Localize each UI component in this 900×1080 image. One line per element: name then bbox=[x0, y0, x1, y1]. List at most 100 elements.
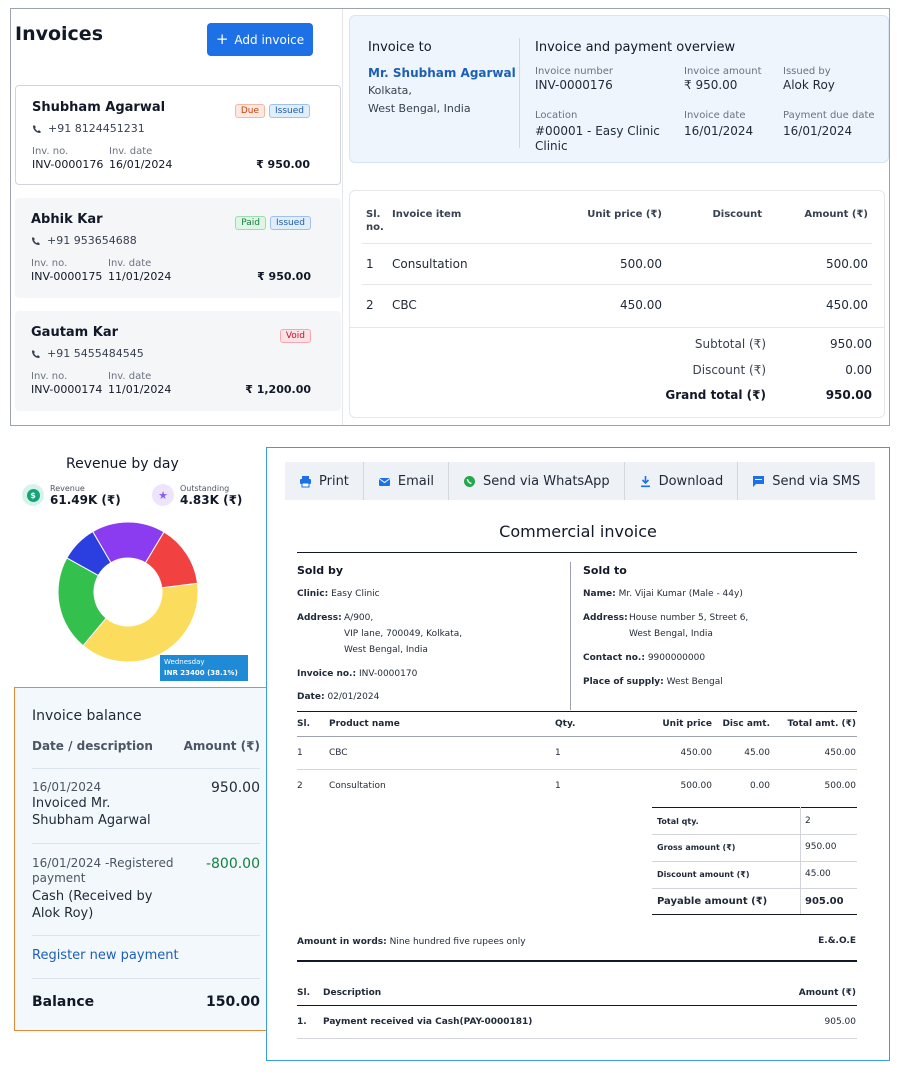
printer-icon bbox=[300, 475, 311, 487]
divider bbox=[32, 843, 260, 844]
invoice-amount-label: Invoice amount bbox=[684, 66, 762, 77]
row-divider bbox=[362, 284, 872, 285]
column-divider bbox=[342, 9, 343, 425]
entry-description: Cash (Received by Alok Roy) bbox=[32, 888, 192, 922]
subtotal-label: Subtotal (₹) bbox=[694, 337, 766, 351]
patient-name: Shubham Agarwal bbox=[32, 100, 166, 115]
revenue-stat: $ Revenue 61.49K (₹) bbox=[22, 484, 121, 507]
payable-amount-label: Payable amount (₹) bbox=[657, 896, 768, 907]
totals-divider bbox=[350, 327, 884, 328]
register-payment-link[interactable]: Register new payment bbox=[32, 948, 179, 963]
donut-svg bbox=[57, 521, 199, 663]
col-product: Product name bbox=[329, 719, 400, 729]
divider bbox=[32, 935, 260, 936]
col-qty: Qty. bbox=[555, 719, 576, 729]
to-address-label-row: Address: bbox=[583, 610, 628, 626]
inv-amount: ₹ 950.00 bbox=[257, 270, 311, 283]
invoice-to-heading: Invoice to bbox=[368, 40, 432, 55]
col-sl: Sl. bbox=[366, 209, 381, 220]
tooltip-value: INR 23400 (38.1%) bbox=[164, 669, 238, 677]
date-row: Date: 02/01/2024 bbox=[297, 689, 379, 705]
summary-rule bbox=[652, 834, 857, 835]
balance-label: Balance bbox=[32, 994, 95, 1010]
entry-amount: 950.00 bbox=[211, 780, 260, 796]
customer-name-link[interactable]: Mr. Shubham Agarwal bbox=[368, 66, 516, 80]
contact-label: Contact no.: bbox=[583, 653, 645, 663]
product-total: 500.00 bbox=[824, 781, 857, 791]
entry-desc-line1: Cash (Received by bbox=[32, 889, 153, 904]
product-unit: 450.00 bbox=[680, 748, 713, 758]
sms-button[interactable]: Send via SMS bbox=[738, 462, 874, 500]
invoice-card-0[interactable]: Shubham Agarwal Due Issued +91 812445123… bbox=[15, 85, 341, 185]
words-label: Amount in words: bbox=[297, 937, 387, 947]
inv-date: 16/01/2024 bbox=[109, 158, 173, 171]
product-qty: 1 bbox=[555, 781, 561, 791]
revenue-title: Revenue by day bbox=[66, 456, 179, 472]
subtotal-value: 950.00 bbox=[830, 337, 872, 351]
gross-amount-label: Gross amount (₹) bbox=[657, 843, 736, 852]
phone-icon bbox=[33, 124, 41, 133]
inv-date: 11/01/2024 bbox=[108, 383, 172, 396]
product-sl: 2 bbox=[297, 781, 303, 791]
payable-amount-value: 905.00 bbox=[805, 896, 844, 907]
print-button[interactable]: Print bbox=[285, 462, 364, 500]
col-sl-no: no. bbox=[366, 222, 384, 233]
discount-amount-label: Discount amount (₹) bbox=[657, 870, 750, 879]
email-button[interactable]: Email bbox=[364, 462, 449, 500]
invoice-card-2[interactable]: Gautam Kar Void +91 5455484545 Inv. no. … bbox=[15, 311, 341, 411]
inv-no-label: Inv. no. bbox=[31, 371, 68, 382]
location-line1: #00001 - Easy Clinic bbox=[535, 124, 660, 138]
to-address-l2: West Bengal, India bbox=[629, 629, 713, 639]
row-amount: 500.00 bbox=[826, 257, 868, 271]
payments-rule bbox=[297, 960, 857, 962]
product-unit: 500.00 bbox=[680, 781, 713, 791]
invoice-toolbar: Print Email Send via WhatsApp Download S… bbox=[285, 462, 875, 500]
invoice-overview: Invoice to Mr. Shubham Agarwal Kolkata, … bbox=[349, 15, 889, 163]
inv-amount: ₹ 1,200.00 bbox=[245, 383, 311, 396]
words-value: Nine hundred five rupees only bbox=[389, 937, 526, 947]
sms-icon bbox=[753, 475, 765, 487]
sms-label: Send via SMS bbox=[772, 473, 861, 489]
inv-no: INV-0000175 bbox=[31, 270, 103, 283]
sold-to-heading: Sold to bbox=[583, 564, 627, 577]
row-divider bbox=[362, 243, 872, 244]
whatsapp-button[interactable]: Send via WhatsApp bbox=[449, 462, 625, 500]
title-rule bbox=[297, 552, 857, 553]
phone-icon bbox=[32, 349, 40, 358]
status-badge-issued: Issued bbox=[270, 216, 311, 230]
row-item: Consultation bbox=[392, 257, 468, 271]
print-label: Print bbox=[319, 473, 349, 489]
customer-address: Kolkata, West Bengal, India bbox=[368, 82, 471, 118]
product-name: Consultation bbox=[329, 781, 386, 791]
status-badge-paid: Paid bbox=[235, 216, 266, 230]
to-address-l1: House number 5, Street 6, bbox=[629, 613, 749, 623]
supply-label: Place of supply: bbox=[583, 677, 664, 687]
entry-desc-line1: Invoiced Mr. bbox=[32, 796, 111, 811]
add-invoice-button[interactable]: + Add invoice bbox=[207, 23, 313, 56]
invoice-card-1[interactable]: Abhik Kar Paid Issued +91 953654688 Inv.… bbox=[15, 198, 341, 298]
name-row: Name: Mr. Vijai Kumar (Male - 44y) bbox=[583, 586, 743, 602]
divider bbox=[32, 978, 260, 979]
address-value: A/900, VIP lane, 700049, Kolkata, West B… bbox=[344, 610, 462, 658]
sold-divider bbox=[570, 562, 571, 710]
row-sl: 1 bbox=[366, 257, 374, 271]
phone-row: +91 8124451231 bbox=[32, 122, 145, 135]
clinic-value: Easy Clinic bbox=[331, 589, 380, 599]
col-amount: Amount (₹) bbox=[183, 739, 260, 753]
rupee-icon: $ bbox=[22, 484, 44, 506]
donut-slice-0[interactable] bbox=[82, 582, 199, 663]
address-line1: Kolkata, bbox=[368, 84, 412, 97]
address-l3: West Bengal, India bbox=[344, 645, 428, 655]
total-qty-value: 2 bbox=[805, 816, 811, 826]
revenue-donut-chart[interactable] bbox=[54, 518, 202, 666]
commercial-invoice-title: Commercial invoice bbox=[499, 522, 657, 541]
summary-rule bbox=[652, 888, 857, 889]
total-qty-label: Total qty. bbox=[657, 817, 699, 826]
download-button[interactable]: Download bbox=[625, 462, 739, 500]
entry-desc-line2: Alok Roy) bbox=[32, 906, 94, 921]
donut-slice-4[interactable] bbox=[144, 531, 199, 589]
name-label: Name: bbox=[583, 589, 616, 599]
payments-header-rule bbox=[297, 1005, 857, 1006]
col-unit-price: Unit price bbox=[662, 719, 712, 729]
overview-heading: Invoice and payment overview bbox=[535, 40, 736, 55]
